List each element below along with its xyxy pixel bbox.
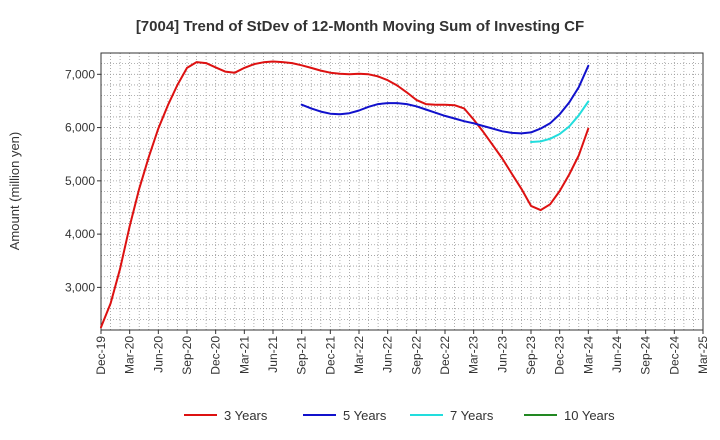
x-tick-label: Mar-21	[237, 336, 251, 374]
legend: 3 Years 5 Years 7 Years 10 Years	[184, 408, 615, 423]
x-tick-label: Mar-20	[123, 336, 137, 374]
x-tick-label: Jun-20	[151, 336, 165, 373]
y-axis-label: Amount (million yen)	[7, 132, 22, 251]
x-tick-label: Dec-24	[667, 336, 681, 375]
series-line-7-years	[530, 100, 590, 143]
series-line-5-years	[300, 64, 590, 135]
legend-label: 3 Years	[224, 408, 268, 423]
legend-label: 7 Years	[450, 408, 494, 423]
legend-label: 10 Years	[564, 408, 615, 423]
x-tick-label: Jun-23	[495, 336, 509, 373]
y-tick-label: 4,000	[65, 227, 95, 241]
plot-area: 3,000 4,000 5,000 6,000 7,000 Dec-19 Mar-20 Jun…	[65, 52, 710, 375]
x-tick-label: Jun-22	[381, 336, 395, 373]
x-tick-label: Jun-21	[266, 336, 280, 373]
x-tick-label: Mar-22	[352, 336, 366, 374]
y-tick-label: 3,000	[65, 280, 95, 294]
x-tick-label: Sep-23	[524, 336, 538, 375]
x-tick-label: Sep-21	[295, 336, 309, 375]
x-tick-label: Mar-23	[467, 336, 481, 374]
x-tick-label: Dec-23	[553, 336, 567, 375]
x-tick-label: Dec-22	[438, 336, 452, 375]
x-tick-label: Dec-19	[94, 336, 108, 375]
x-tick-label: Dec-20	[209, 336, 223, 375]
x-tick-label: Sep-22	[409, 336, 423, 375]
x-tick-label: Jun-24	[610, 336, 624, 373]
x-tick-label: Mar-25	[696, 336, 710, 374]
plot-frame	[100, 52, 704, 331]
x-tick-label: Dec-21	[323, 336, 337, 375]
y-tick-label: 7,000	[65, 67, 95, 81]
legend-label: 5 Years	[343, 408, 387, 423]
chart-title: [7004] Trend of StDev of 12-Month Moving…	[136, 18, 584, 35]
y-tick-label: 5,000	[65, 174, 95, 188]
x-tick-label: Sep-20	[180, 336, 194, 375]
x-tick-label: Mar-24	[581, 336, 595, 374]
y-tick-label: 6,000	[65, 121, 95, 135]
x-tick-label: Sep-24	[639, 336, 653, 375]
series-line-3-years	[100, 60, 590, 329]
